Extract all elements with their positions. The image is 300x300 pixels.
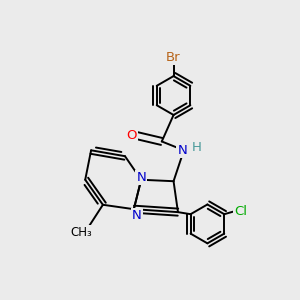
Text: CH₃: CH₃ xyxy=(70,226,92,239)
Text: N: N xyxy=(178,144,187,157)
Text: O: O xyxy=(126,129,137,142)
Text: H: H xyxy=(191,141,201,154)
Text: Br: Br xyxy=(166,51,181,64)
Text: Cl: Cl xyxy=(235,205,248,218)
Text: N: N xyxy=(136,171,146,184)
Text: N: N xyxy=(132,208,142,222)
